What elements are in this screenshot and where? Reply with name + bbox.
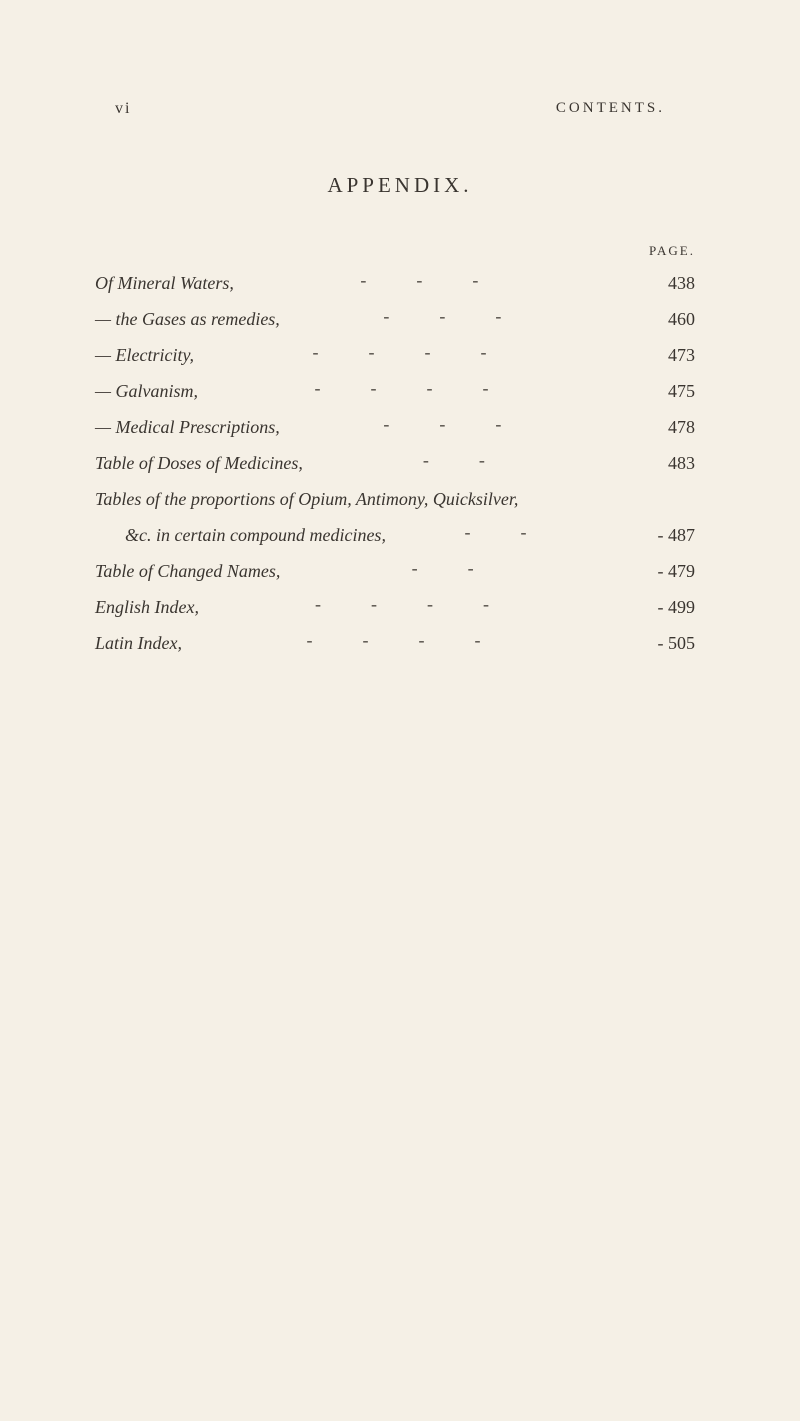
entry-page: 483 xyxy=(655,445,705,481)
entry-page: - 479 xyxy=(655,553,705,589)
section-title: APPENDIX. xyxy=(95,173,705,198)
entry-page: - 487 xyxy=(655,517,705,553)
entry-title: — the Gases as remedies, xyxy=(95,301,280,337)
toc-entry: — Electricity, ---- 473 xyxy=(95,337,705,373)
entry-page: 473 xyxy=(655,337,705,373)
entry-page: 438 xyxy=(655,265,705,301)
toc-entry: Latin Index, ---- - 505 xyxy=(95,625,705,661)
entry-title: — Medical Prescriptions, xyxy=(95,409,280,445)
toc-entry: Table of Changed Names, -- - 479 xyxy=(95,553,705,589)
entry-leader: -- xyxy=(386,514,655,550)
entry-leader: ---- xyxy=(198,370,655,406)
running-head: CONTENTS. xyxy=(556,100,665,118)
toc-entry: Of Mineral Waters, --- 438 xyxy=(95,265,705,301)
entry-title: Table of Doses of Medicines, xyxy=(95,445,303,481)
entry-leader: -- xyxy=(280,550,655,586)
entry-leader: ---- xyxy=(182,622,655,658)
entry-page: 475 xyxy=(655,373,705,409)
entry-page: 478 xyxy=(655,409,705,445)
toc-entry: Table of Doses of Medicines, -- 483 xyxy=(95,445,705,481)
entry-page: - 499 xyxy=(655,589,705,625)
entry-page: - 505 xyxy=(655,625,705,661)
toc-entry-multiline: Tables of the proportions of Opium, Anti… xyxy=(95,481,705,553)
toc-entry: — Galvanism, ---- 475 xyxy=(95,373,705,409)
entry-leader: --- xyxy=(280,406,655,442)
entry-title: English Index, xyxy=(95,589,199,625)
entry-title: — Galvanism, xyxy=(95,373,198,409)
toc-entry: — the Gases as remedies, --- 460 xyxy=(95,301,705,337)
entry-title-line2: &c. in certain compound medicines, xyxy=(95,517,386,553)
entry-page: 460 xyxy=(655,301,705,337)
page-column-label: PAGE. xyxy=(95,243,705,259)
entry-title-line1: Tables of the proportions of Opium, Anti… xyxy=(95,481,518,517)
entry-leader: --- xyxy=(280,298,655,334)
page-header: vi CONTENTS. xyxy=(95,100,705,118)
entry-leader: --- xyxy=(234,262,655,298)
entry-leader: -- xyxy=(303,442,655,478)
page-folio: vi xyxy=(115,100,131,118)
entry-leader: ---- xyxy=(194,334,655,370)
entry-title: Table of Changed Names, xyxy=(95,553,280,589)
entry-leader: ---- xyxy=(199,586,655,622)
toc-entry: English Index, ---- - 499 xyxy=(95,589,705,625)
entry-title: Of Mineral Waters, xyxy=(95,265,234,301)
entry-title: Latin Index, xyxy=(95,625,182,661)
entry-title: — Electricity, xyxy=(95,337,194,373)
toc-entry: — Medical Prescriptions, --- 478 xyxy=(95,409,705,445)
table-of-contents: Of Mineral Waters, --- 438 — the Gases a… xyxy=(95,265,705,661)
